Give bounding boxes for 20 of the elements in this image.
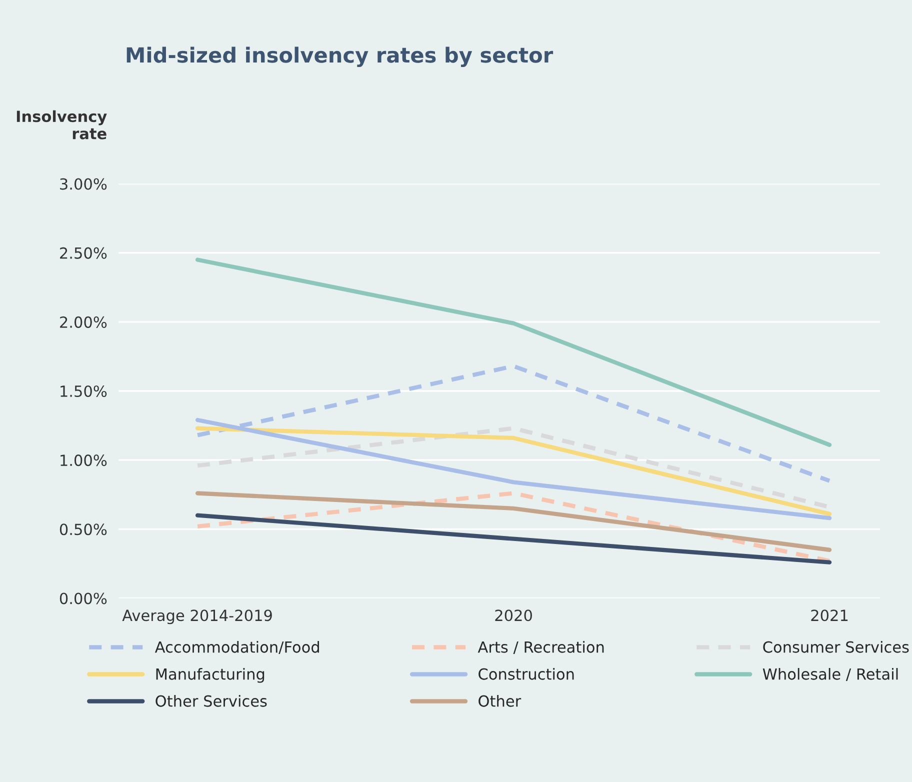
y-axis-title: Insolvency rate	[16, 110, 107, 140]
y-tick-label: 1.50%	[60, 385, 107, 398]
legend-label: Wholesale / Retail	[762, 668, 898, 682]
x-tick-label: Average 2014-2019	[122, 610, 272, 624]
legend-label: Accommodation/Food	[154, 640, 319, 654]
legend-label: Other Services	[156, 695, 267, 707]
legend-label: Manufacturing	[156, 668, 264, 683]
chart-title: Mid-sized insolvency rates by sector	[126, 46, 554, 68]
y-tick-label: 1.00%	[60, 454, 107, 466]
legend-label: Construction	[478, 668, 574, 680]
x-tick-label: 2020	[495, 610, 532, 622]
y-tick-label: 3.00%	[60, 178, 107, 190]
legend-label: Arts / Recreation	[478, 640, 604, 654]
y-tick-label: 0.00%	[60, 592, 107, 604]
y-tick-label: 2.50%	[60, 247, 107, 259]
y-tick-label: 0.50%	[60, 524, 107, 536]
legend-label: Consumer Services	[763, 640, 909, 653]
legend-label: Other	[478, 695, 522, 707]
x-tick-label: 2021	[811, 610, 848, 622]
y-tick-label: 2.00%	[60, 316, 107, 328]
